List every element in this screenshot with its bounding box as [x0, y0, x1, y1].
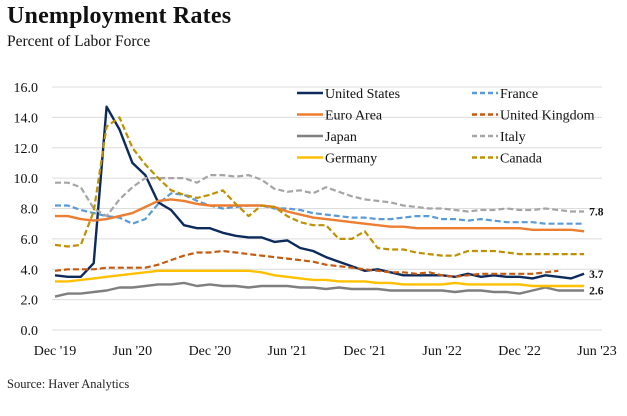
legend-label: Japan [325, 130, 357, 145]
x-tick-label: Dec '19 [34, 344, 77, 359]
x-tick-label: Dec '22 [498, 344, 541, 359]
x-tick-label: Jun '21 [268, 344, 307, 359]
legend: United States Euro Area Japan Germany France… [297, 87, 595, 167]
y-tick-label: 4.0 [21, 263, 39, 278]
y-tick-label: 0.0 [21, 324, 39, 339]
y-tick-label: 8.0 [21, 203, 39, 218]
chart-subtitle: Percent of Labor Force [7, 33, 151, 50]
series-lines [54, 105, 585, 298]
x-tick-label: Dec '21 [343, 344, 386, 359]
series-line-italy [55, 174, 585, 218]
legend-label: United States [325, 87, 400, 102]
source-note: Source: Haver Analytics [7, 377, 130, 391]
end-label: 2.6 [589, 286, 604, 298]
end-labels: 7.8 3.7 2.6 [589, 207, 604, 298]
series-line-germany [55, 269, 585, 288]
legend-label: Germany [325, 152, 377, 167]
x-tick-label: Jun '20 [113, 344, 152, 359]
y-axis-ticks: 0.0 2.0 4.0 6.0 8.0 10.0 12.0 14.0 16.0 [14, 81, 39, 339]
series-line-canada [54, 116, 585, 257]
series-line-france [55, 192, 585, 225]
y-tick-label: 12.0 [14, 142, 39, 157]
y-tick-label: 16.0 [14, 81, 39, 96]
legend-label: United Kingdom [500, 109, 595, 124]
x-axis-ticks: Dec '19 Jun '20 Dec '20 Jun '21 Dec '21 Jun '… [34, 344, 617, 359]
legend-label: Italy [500, 130, 526, 145]
x-tick-label: Jun '23 [577, 344, 616, 359]
legend-label: Canada [500, 152, 543, 167]
series-line-united-states [54, 105, 585, 280]
x-tick-label: Jun '22 [422, 344, 461, 359]
end-label: 7.8 [589, 207, 604, 219]
end-label: 3.7 [589, 269, 604, 281]
legend-label: Euro Area [325, 109, 383, 124]
y-tick-label: 6.0 [21, 233, 39, 248]
y-tick-label: 14.0 [14, 111, 39, 126]
chart-title: Unemployment Rates [7, 3, 232, 29]
y-tick-label: 10.0 [14, 172, 39, 187]
series-line-united-kingdom [54, 249, 559, 278]
y-tick-label: 2.0 [21, 294, 39, 309]
series-line-japan [54, 281, 585, 298]
series-line-euro-area [55, 198, 585, 233]
legend-label: France [500, 87, 538, 102]
x-tick-label: Dec '20 [189, 344, 232, 359]
